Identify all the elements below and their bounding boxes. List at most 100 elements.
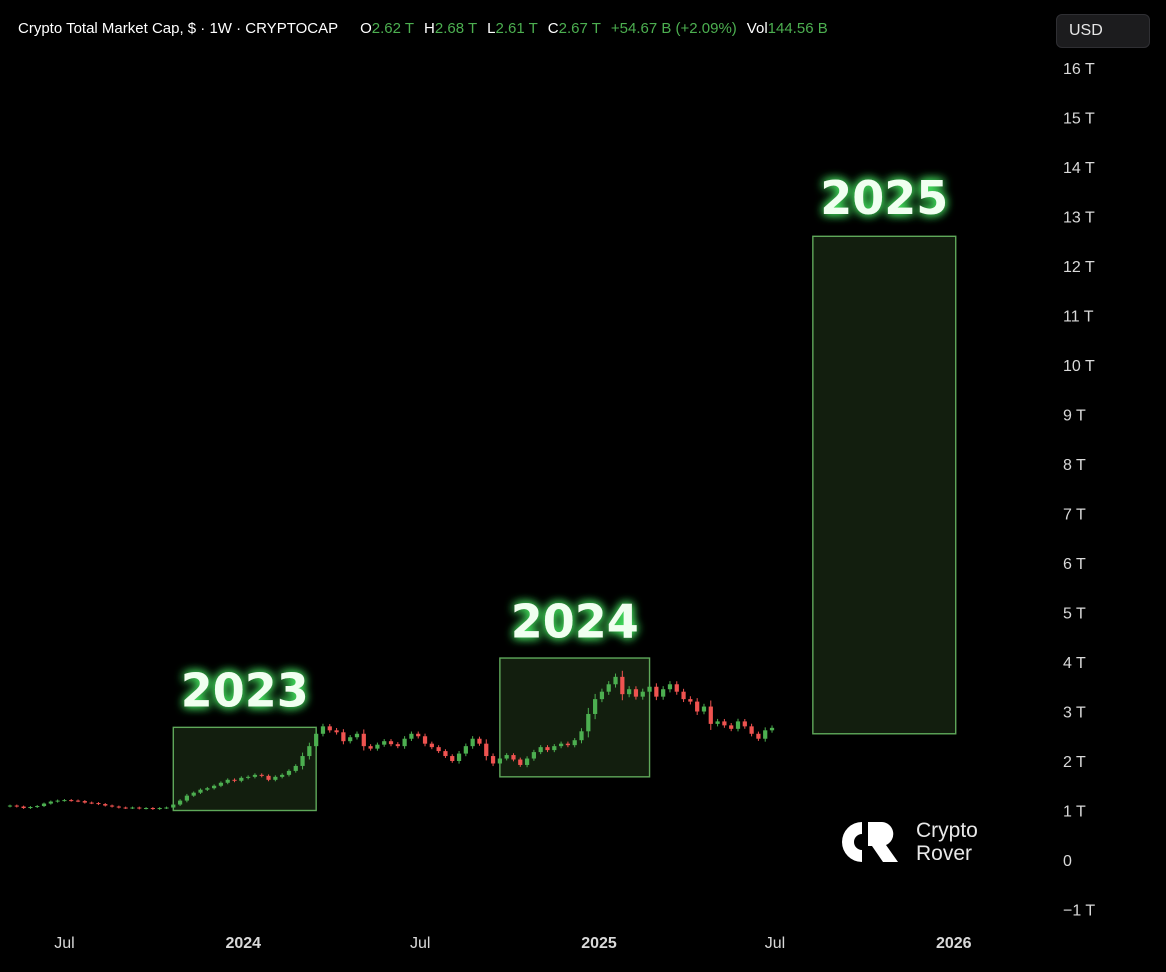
candle xyxy=(320,723,326,737)
candle-body xyxy=(579,731,584,741)
y-tick-label: 10 T xyxy=(1063,358,1095,375)
candle-body xyxy=(327,726,332,731)
candle-body xyxy=(518,759,523,765)
candle-body xyxy=(14,805,19,807)
candle xyxy=(48,800,53,805)
candle xyxy=(382,739,387,747)
candle-body xyxy=(470,738,475,747)
candle xyxy=(395,742,400,749)
candle-body xyxy=(545,747,550,751)
candle-body xyxy=(429,743,434,748)
candle-body xyxy=(280,774,285,777)
candle xyxy=(504,753,509,761)
candle xyxy=(450,754,455,763)
candle xyxy=(586,707,591,738)
candle-body xyxy=(524,758,530,765)
candle-body xyxy=(300,756,305,766)
candle xyxy=(579,728,584,744)
candle xyxy=(354,731,360,740)
candle xyxy=(661,686,666,700)
candle-body xyxy=(109,805,115,807)
candle xyxy=(300,752,305,770)
candle-body xyxy=(763,730,768,739)
candle xyxy=(484,739,489,761)
candle-body xyxy=(28,807,33,809)
candle-body xyxy=(388,741,394,745)
candle-body xyxy=(382,741,387,745)
y-tick-label: 4 T xyxy=(1063,655,1086,672)
candle xyxy=(259,773,264,778)
candle xyxy=(593,693,598,720)
candle-body xyxy=(137,807,142,809)
x-tick-label: 2025 xyxy=(581,935,617,952)
candle xyxy=(246,775,251,780)
candle xyxy=(123,806,128,809)
candle xyxy=(749,723,754,737)
candle-body xyxy=(572,740,577,746)
candle-body xyxy=(232,779,237,781)
candle xyxy=(150,807,155,810)
candle-body xyxy=(55,800,60,802)
candle xyxy=(89,801,94,805)
x-tick-label: Jul xyxy=(410,935,430,952)
candle xyxy=(314,729,319,751)
candle-body xyxy=(749,726,754,734)
candle-body xyxy=(150,808,155,810)
candle xyxy=(157,807,162,810)
candle-body xyxy=(7,805,13,807)
candle-body xyxy=(286,770,292,775)
ohlc-low: L2.61 T xyxy=(487,20,538,37)
candle xyxy=(518,757,523,767)
candle-body xyxy=(69,800,74,802)
candle xyxy=(620,670,625,701)
candle xyxy=(327,724,332,733)
x-tick-label: Jul xyxy=(54,935,74,952)
x-tick-label: Jul xyxy=(765,935,785,952)
candle-body xyxy=(701,706,707,712)
candle-body xyxy=(143,808,149,810)
candle xyxy=(348,735,353,744)
candle xyxy=(334,728,339,735)
annotation-labels: 2023 2024 2025 xyxy=(181,171,949,718)
candle-body xyxy=(368,746,373,749)
candle-body xyxy=(436,747,441,752)
candle xyxy=(606,681,611,695)
candle-body xyxy=(198,789,203,793)
candle-body xyxy=(164,807,169,809)
candle xyxy=(280,773,285,779)
candle-body xyxy=(103,804,108,806)
candle xyxy=(729,722,734,732)
candle xyxy=(674,681,679,695)
candle-body xyxy=(212,785,217,789)
candle xyxy=(640,688,645,700)
candle xyxy=(55,799,60,803)
currency-select-button[interactable]: USD xyxy=(1056,14,1150,48)
candle xyxy=(565,741,571,748)
y-tick-label: −1 T xyxy=(1063,903,1095,920)
candle xyxy=(422,733,428,747)
candle xyxy=(232,778,237,783)
candle xyxy=(511,753,516,762)
y-tick-label: 2 T xyxy=(1063,754,1086,771)
candle-body xyxy=(729,725,734,729)
watermark-line1: Crypto xyxy=(916,819,978,842)
y-tick-label: 0 xyxy=(1063,853,1072,870)
x-tick-label: 2024 xyxy=(225,935,261,952)
candle-body xyxy=(334,730,339,733)
candle xyxy=(14,804,19,808)
y-tick-label: 3 T xyxy=(1063,705,1086,722)
candle xyxy=(361,729,366,751)
candle-body xyxy=(96,803,101,805)
symbol-legend: Crypto Total Market Cap, $ · 1W · CRYPTO… xyxy=(18,20,828,37)
candle-body xyxy=(586,713,591,732)
annotation-box-2024 xyxy=(499,657,651,778)
candle xyxy=(130,806,135,809)
y-tick-label: 9 T xyxy=(1063,408,1086,425)
candle-body xyxy=(654,686,659,697)
symbol-title: Crypto Total Market Cap, $ · 1W · CRYPTO… xyxy=(18,20,339,37)
annotation-label-2024: 2024 xyxy=(511,594,639,648)
y-tick-label: 5 T xyxy=(1063,606,1086,623)
candle xyxy=(558,741,564,749)
candle-body xyxy=(620,676,625,695)
